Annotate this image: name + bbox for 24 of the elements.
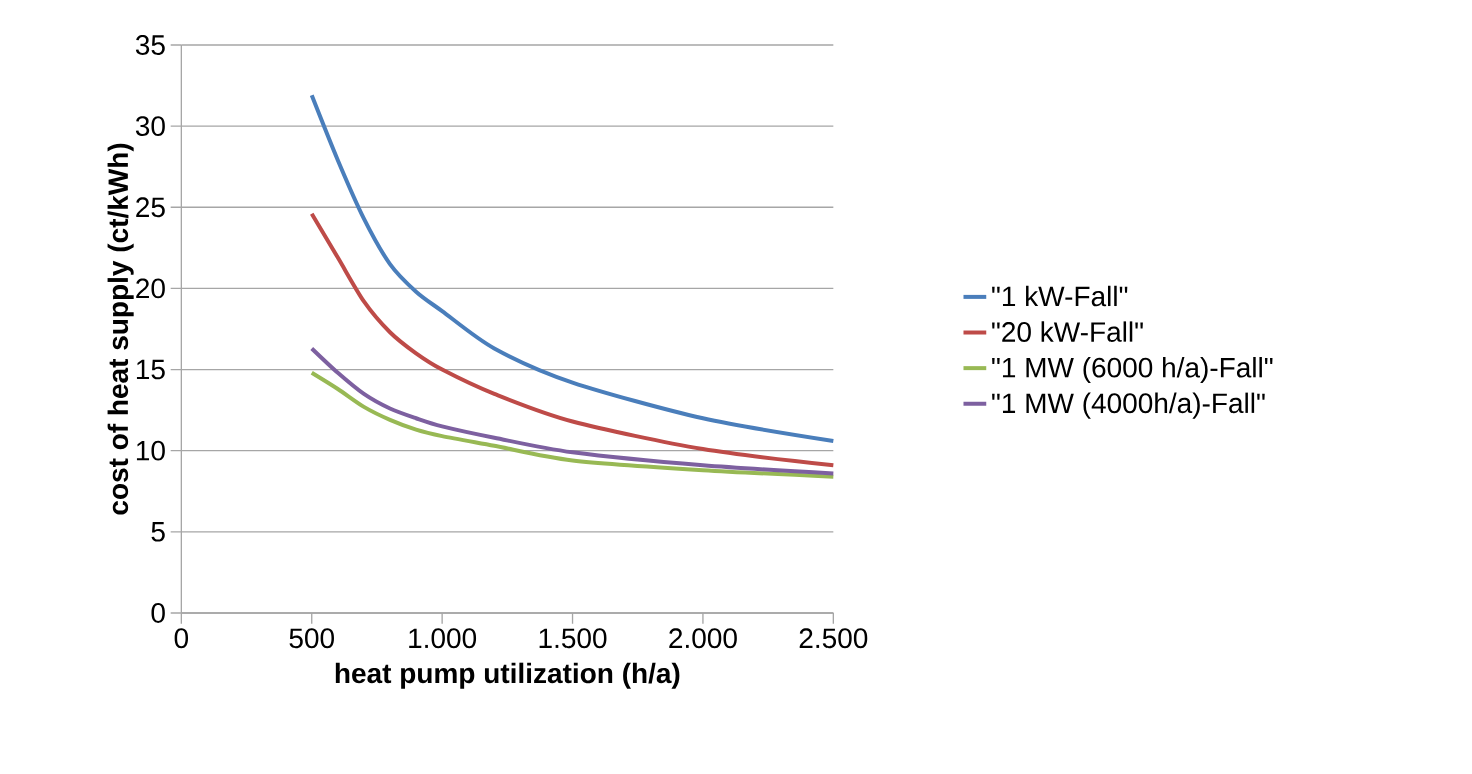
x-axis-title: heat pump utilization (h/a) <box>335 662 680 689</box>
x-tick-label: 0 <box>174 628 189 649</box>
y-tick-label: 35 <box>135 35 165 55</box>
legend-label: "1 MW (6000 h/a)-Fall" <box>992 356 1273 384</box>
legend-label: "1 MW (4000h/a)-Fall" <box>992 392 1265 419</box>
x-tick-label: 2.000 <box>669 628 737 649</box>
legend-label: "20 kW-Fall" <box>992 321 1143 342</box>
line-series <box>309 370 836 479</box>
y-tick-label: 25 <box>136 197 165 218</box>
y-tick-label: 5 <box>151 522 165 542</box>
legend-label: "1 kW-Fall" <box>992 285 1128 307</box>
y-tick-label: 0 <box>151 603 165 623</box>
line-series <box>309 93 836 443</box>
y-tick-label: 10 <box>136 440 165 461</box>
y-axis-title: cost of heat supply (ct/kWh) <box>107 143 134 515</box>
x-tick-label: 1.500 <box>539 628 607 649</box>
y-tick-label: 15 <box>136 359 165 380</box>
y-tick-label: 20 <box>136 278 165 299</box>
line-series <box>309 346 836 476</box>
line-series <box>309 211 836 468</box>
x-tick-label: 2.500 <box>799 628 868 649</box>
x-tick-label: 500 <box>289 628 334 649</box>
x-tick-label: 1.000 <box>409 628 477 649</box>
y-tick-label: 30 <box>135 116 165 137</box>
